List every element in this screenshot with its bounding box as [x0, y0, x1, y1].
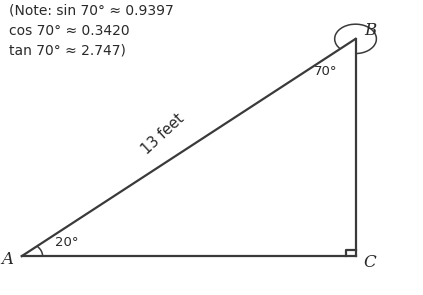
Text: 20°: 20°: [55, 236, 79, 249]
Text: A: A: [1, 250, 13, 268]
Text: 13 feet: 13 feet: [139, 111, 187, 157]
Text: 70°: 70°: [314, 65, 337, 78]
Text: (Note: sin 70° ≈ 0.9397
cos 70° ≈ 0.3420
tan 70° ≈ 2.747): (Note: sin 70° ≈ 0.9397 cos 70° ≈ 0.3420…: [9, 4, 174, 58]
Text: B: B: [364, 22, 376, 39]
Text: C: C: [364, 253, 376, 271]
